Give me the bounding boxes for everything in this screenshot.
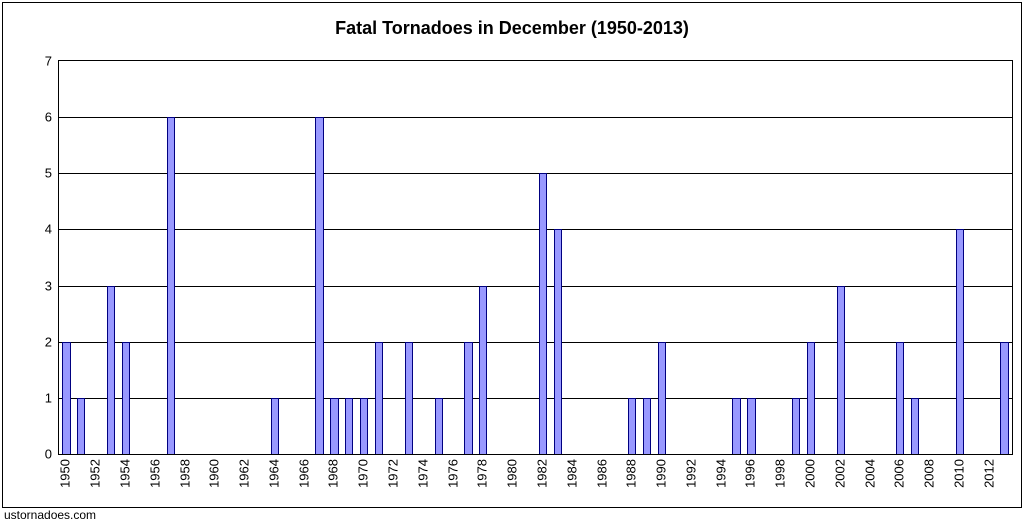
y-tick-label: 4	[28, 222, 52, 237]
x-tick-label: 1990	[654, 459, 669, 499]
bar	[896, 342, 904, 454]
bar	[628, 398, 636, 454]
gridline	[59, 286, 1012, 287]
x-tick-label: 1950	[58, 459, 73, 499]
gridline	[59, 229, 1012, 230]
bar	[643, 398, 651, 454]
bar	[360, 398, 368, 454]
bar	[77, 398, 85, 454]
bar	[122, 342, 130, 454]
x-tick-label: 1970	[356, 459, 371, 499]
x-tick-label: 1952	[88, 459, 103, 499]
x-tick-label: 1988	[624, 459, 639, 499]
y-tick-label: 1	[28, 390, 52, 405]
bar	[345, 398, 353, 454]
x-tick-label: 1972	[386, 459, 401, 499]
source-label: ustornadoes.com	[4, 508, 96, 522]
x-tick-label: 1968	[326, 459, 341, 499]
bar	[375, 342, 383, 454]
x-tick-label: 1982	[534, 459, 549, 499]
bar	[62, 342, 70, 454]
chart-container: Fatal Tornadoes in December (1950-2013) 0…	[0, 0, 1024, 522]
bar	[539, 173, 547, 454]
x-tick-label: 1998	[773, 459, 788, 499]
x-tick-label: 2010	[951, 459, 966, 499]
gridline	[59, 173, 1012, 174]
x-tick-label: 1986	[594, 459, 609, 499]
x-tick-label: 1992	[683, 459, 698, 499]
bar	[271, 398, 279, 454]
x-tick-label: 1966	[296, 459, 311, 499]
bar	[747, 398, 755, 454]
bar	[658, 342, 666, 454]
bar	[330, 398, 338, 454]
x-tick-label: 1964	[266, 459, 281, 499]
y-tick-label: 5	[28, 166, 52, 181]
y-tick-label: 7	[28, 54, 52, 69]
x-tick-label: 1978	[475, 459, 490, 499]
bar	[732, 398, 740, 454]
bar	[554, 229, 562, 454]
x-tick-label: 1962	[237, 459, 252, 499]
chart-title: Fatal Tornadoes in December (1950-2013)	[0, 18, 1024, 39]
x-tick-label: 1976	[445, 459, 460, 499]
bar	[837, 286, 845, 454]
bar	[405, 342, 413, 454]
x-tick-label: 1956	[147, 459, 162, 499]
y-tick-label: 0	[28, 447, 52, 462]
bar	[956, 229, 964, 454]
x-tick-label: 1958	[177, 459, 192, 499]
x-tick-label: 2002	[832, 459, 847, 499]
bar	[792, 398, 800, 454]
bar	[807, 342, 815, 454]
x-tick-label: 2008	[922, 459, 937, 499]
x-tick-label: 2004	[862, 459, 877, 499]
plot-area	[58, 60, 1013, 455]
bar	[435, 398, 443, 454]
x-tick-label: 2000	[802, 459, 817, 499]
bar	[107, 286, 115, 454]
y-tick-label: 2	[28, 334, 52, 349]
y-tick-label: 3	[28, 278, 52, 293]
x-tick-label: 1960	[207, 459, 222, 499]
bar	[315, 117, 323, 454]
gridline	[59, 342, 1012, 343]
x-tick-label: 1994	[713, 459, 728, 499]
gridline	[59, 398, 1012, 399]
bar	[479, 286, 487, 454]
bar	[1000, 342, 1008, 454]
x-tick-label: 2006	[892, 459, 907, 499]
x-tick-label: 1974	[415, 459, 430, 499]
bar	[464, 342, 472, 454]
bar	[167, 117, 175, 454]
gridline	[59, 117, 1012, 118]
x-tick-label: 1996	[743, 459, 758, 499]
y-tick-label: 6	[28, 110, 52, 125]
x-tick-label: 2012	[981, 459, 996, 499]
x-tick-label: 1954	[118, 459, 133, 499]
x-tick-label: 1980	[505, 459, 520, 499]
x-tick-label: 1984	[564, 459, 579, 499]
bar	[911, 398, 919, 454]
